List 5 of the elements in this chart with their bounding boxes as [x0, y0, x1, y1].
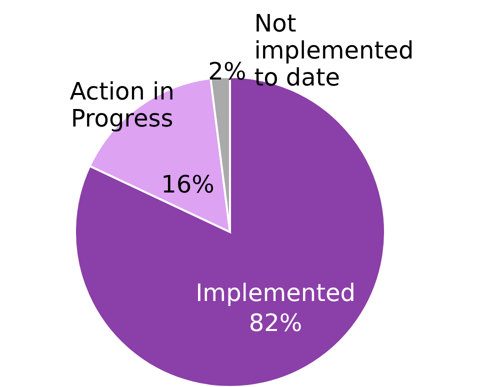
data-label: 2% [208, 57, 246, 86]
data-label: 16% [161, 170, 214, 199]
slice-label: Implemented [196, 278, 356, 307]
slice-label: Action in Progress [70, 77, 174, 132]
data-label: 82% [248, 308, 302, 337]
